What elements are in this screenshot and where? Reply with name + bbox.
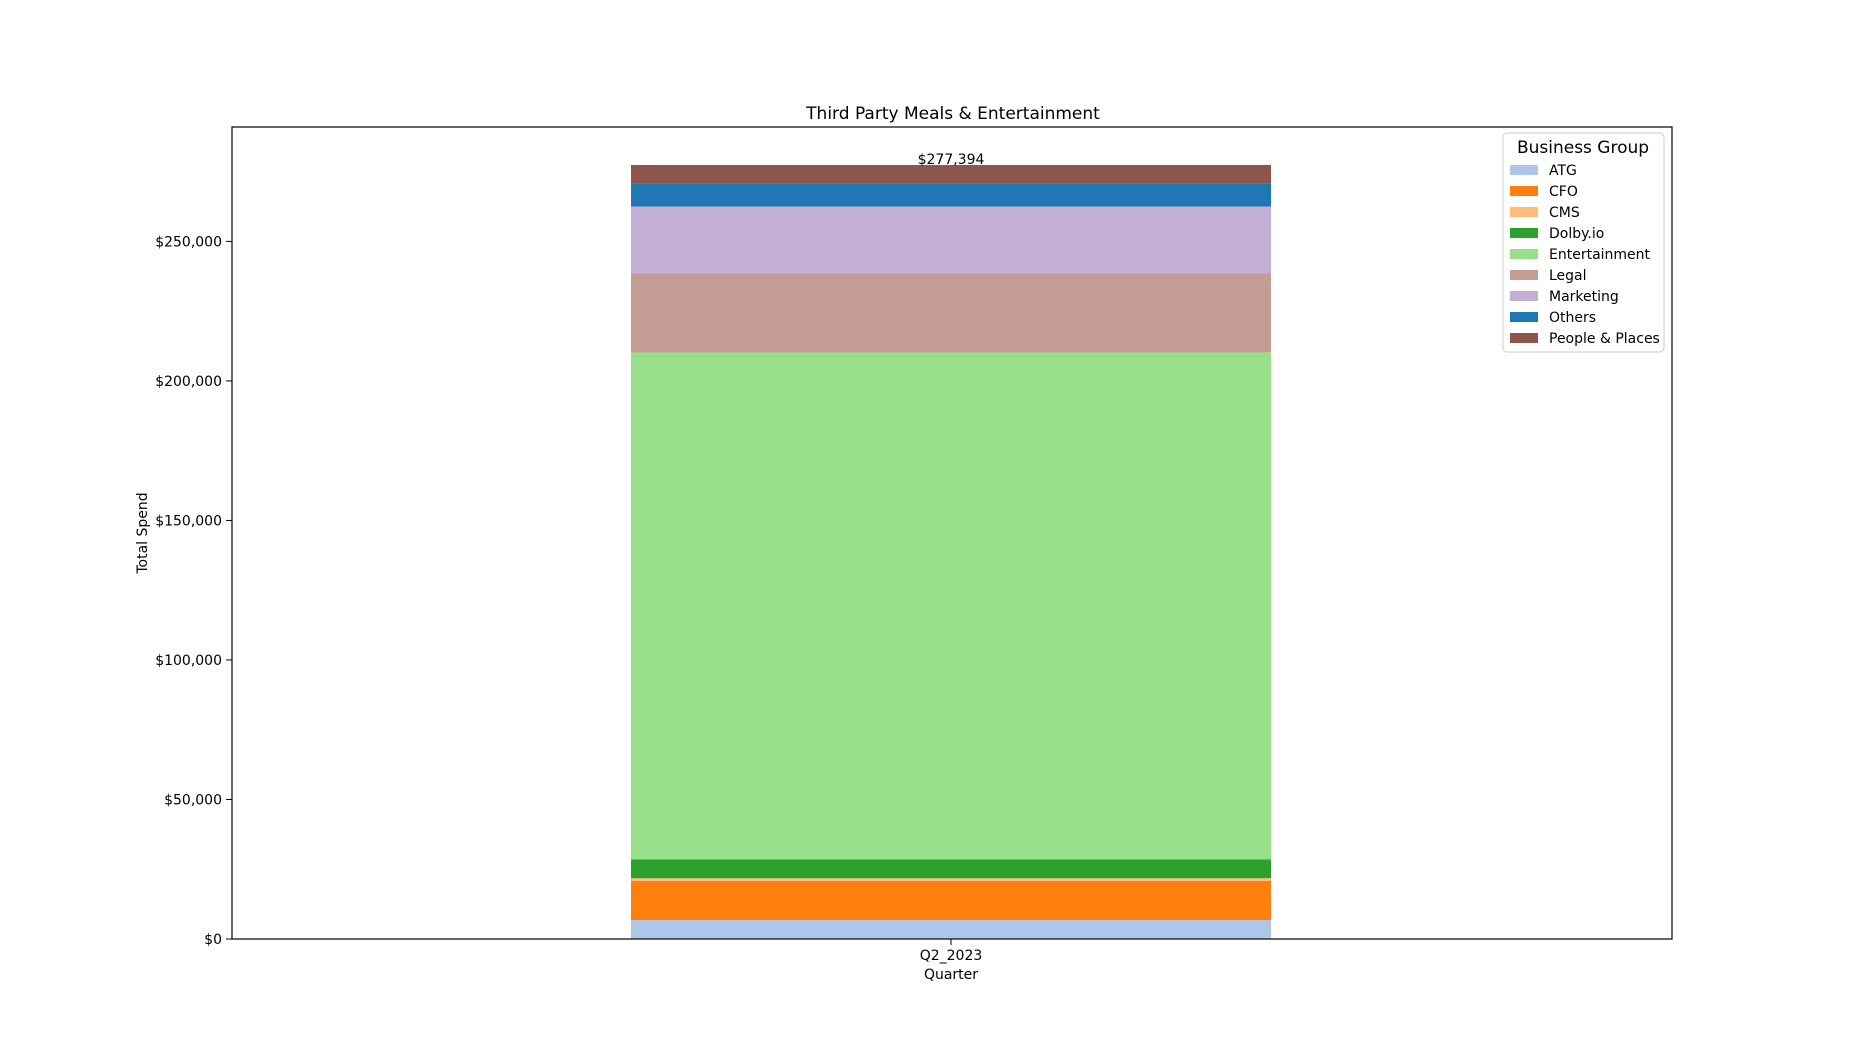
x-axis-label: Quarter bbox=[924, 967, 978, 983]
bar-segment-others bbox=[631, 183, 1271, 207]
legend-swatch bbox=[1510, 228, 1538, 238]
y-tick-label: $0 bbox=[204, 932, 222, 948]
y-axis: $0 $50,000 $100,000 $150,000 $200,000 $250,00… bbox=[155, 234, 232, 948]
legend-items: ATG CFO CMS Dolby.io Entertainment Legal Marke… bbox=[1510, 163, 1660, 347]
bar-segment-cms bbox=[631, 878, 1271, 881]
y-tick-label: $100,000 bbox=[155, 653, 222, 669]
legend-frame bbox=[1502, 132, 1665, 353]
legend-swatch bbox=[1510, 186, 1538, 196]
legend-label: Others bbox=[1549, 310, 1596, 326]
bar-segments bbox=[631, 164, 1271, 939]
bar-segment-marketing bbox=[631, 206, 1271, 274]
legend-swatch bbox=[1510, 249, 1538, 259]
bar-segment-people-places bbox=[631, 164, 1271, 184]
legend-label: ATG bbox=[1549, 163, 1577, 179]
legend-swatch bbox=[1510, 333, 1538, 343]
y-tick-label: $250,000 bbox=[155, 234, 222, 250]
legend-swatch bbox=[1510, 312, 1538, 322]
legend-label: CMS bbox=[1549, 205, 1580, 221]
y-tick-label: $200,000 bbox=[155, 374, 222, 390]
plot-area-frame bbox=[231, 126, 1673, 940]
legend-label: Marketing bbox=[1549, 289, 1619, 305]
legend-title: Business Group bbox=[1517, 138, 1649, 158]
legend-label: Dolby.io bbox=[1549, 226, 1604, 242]
legend: Business Group ATG CFO CMS Dolby.io Entertai… bbox=[1502, 132, 1665, 353]
bar-segment-dolby-io bbox=[631, 859, 1271, 879]
y-tick-label: $50,000 bbox=[164, 792, 222, 808]
legend-label: People & Places bbox=[1549, 331, 1660, 347]
legend-swatch bbox=[1510, 207, 1538, 217]
bar-segment-entertainment bbox=[631, 352, 1271, 860]
x-tick-label: Q2_2023 bbox=[920, 948, 983, 964]
y-axis-label: Total Spend bbox=[135, 492, 151, 574]
legend-swatch bbox=[1510, 270, 1538, 280]
y-tick-label: $150,000 bbox=[155, 513, 222, 529]
x-axis: Q2_2023 bbox=[920, 939, 983, 964]
legend-label: Entertainment bbox=[1549, 247, 1651, 263]
bar-segment-atg bbox=[631, 920, 1271, 939]
legend-label: Legal bbox=[1549, 268, 1587, 284]
legend-swatch bbox=[1510, 165, 1538, 175]
bar-segment-cfo bbox=[631, 880, 1271, 921]
legend-label: CFO bbox=[1549, 184, 1578, 200]
bar-total-label: $277,394 bbox=[918, 152, 985, 168]
legend-swatch bbox=[1510, 291, 1538, 301]
chart-title: Third Party Meals & Entertainment bbox=[805, 104, 1100, 124]
bar-segment-legal bbox=[631, 273, 1271, 353]
